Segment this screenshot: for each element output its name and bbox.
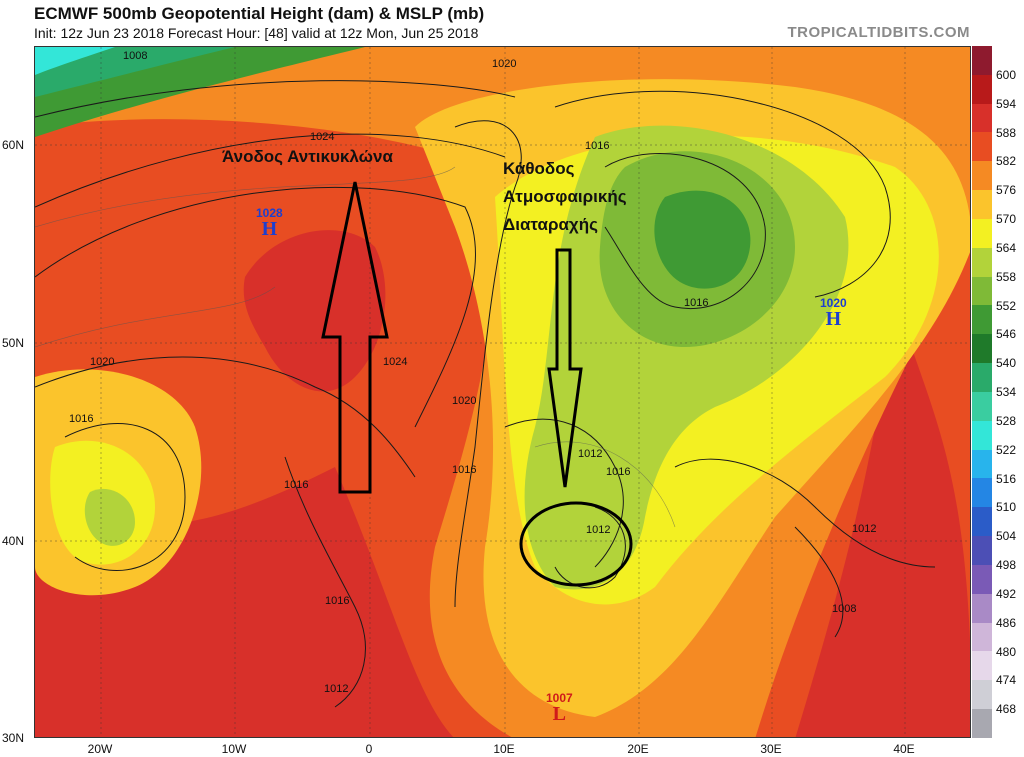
- isobar-label: 1016: [452, 464, 477, 476]
- ridge-annotation: Άνοδος Αντικυκλώνα: [222, 147, 393, 166]
- colorbar-label: 486: [996, 615, 1017, 630]
- colorbar-label: 576: [996, 183, 1017, 198]
- colorbar-swatch: [972, 391, 992, 421]
- isobar-label: 1012: [586, 524, 611, 536]
- colorbar-label: 474: [996, 673, 1017, 688]
- map-subtitle: Init: 12z Jun 23 2018 Forecast Hour: [48…: [34, 25, 479, 41]
- isobar-label: 1024: [383, 356, 408, 368]
- isobar-label: 1016: [325, 595, 350, 607]
- colorbar-swatch: [972, 132, 992, 162]
- colorbar: [972, 46, 992, 738]
- weather-map: [34, 46, 971, 738]
- colorbar-label: 582: [996, 154, 1017, 169]
- colorbar-label: 522: [996, 442, 1017, 457]
- high-pressure-letter: H: [825, 308, 842, 330]
- trough-annotation-line3: Διαταραχής: [503, 215, 598, 234]
- lat-label-50n: 50N: [2, 336, 25, 350]
- colorbar-swatch: [972, 507, 992, 537]
- high-pressure-center: 1028 H: [256, 207, 283, 239]
- colorbar-swatch: [972, 218, 992, 248]
- colorbar-label: 528: [996, 413, 1017, 428]
- colorbar-swatch: [972, 247, 992, 277]
- lat-label-30n: 30N: [2, 731, 25, 745]
- colorbar-swatch: [972, 190, 992, 219]
- isobar-label: 1008: [123, 50, 148, 62]
- lon-label-10e: 10E: [493, 742, 515, 756]
- colorbar-swatch: [972, 420, 992, 450]
- colorbar-swatch: [972, 680, 992, 710]
- colorbar-label: 540: [996, 356, 1017, 371]
- high-pressure-center: 1020 H: [820, 297, 847, 329]
- brand-watermark: TROPICALTIDBITS.COM: [787, 24, 970, 41]
- colorbar-label: 558: [996, 269, 1017, 284]
- lat-label-40n: 40N: [2, 534, 25, 548]
- isobar-label: 1016: [606, 466, 631, 478]
- high-pressure-value: 1028: [256, 206, 283, 220]
- lon-label-40e: 40E: [893, 742, 915, 756]
- colorbar-swatch: [972, 334, 992, 364]
- isobar-label: 1020: [90, 356, 115, 368]
- lon-label-0: 0: [365, 742, 373, 756]
- colorbar-label: 600: [996, 67, 1017, 82]
- colorbar-swatch: [972, 622, 992, 652]
- low-pressure-letter: L: [552, 703, 567, 725]
- colorbar-label: 510: [996, 500, 1017, 515]
- colorbar-label: 498: [996, 558, 1017, 572]
- colorbar-swatch: [972, 103, 992, 133]
- isobar-label: 1008: [832, 603, 857, 615]
- colorbar-swatch: [972, 363, 992, 392]
- colorbar-label: 492: [996, 586, 1017, 601]
- colorbar-label: 564: [996, 240, 1017, 255]
- isobar-label: 1016: [684, 297, 709, 309]
- colorbar-label: 480: [996, 644, 1017, 659]
- colorbar-label: 546: [996, 327, 1017, 342]
- colorbar-swatch: [972, 593, 992, 623]
- isobar-label: 1016: [69, 413, 94, 425]
- colorbar-swatch: [972, 536, 992, 565]
- isobar-label: 1012: [324, 683, 349, 695]
- map-canvas: [35, 47, 970, 737]
- colorbar-swatch: [972, 46, 992, 75]
- colorbar-swatch: [972, 276, 992, 306]
- low-pressure-center: 1007 L: [546, 692, 573, 724]
- isobar-label: 1012: [852, 523, 877, 535]
- isobar-label: 1016: [585, 140, 610, 152]
- trough-annotation-line2: Ατμοσφαιρικής: [503, 187, 627, 206]
- high-pressure-letter: H: [261, 218, 278, 240]
- colorbar-label: 516: [996, 471, 1017, 486]
- lon-label-20w: 20W: [87, 742, 113, 756]
- colorbar-label: 588: [996, 125, 1017, 140]
- map-title: ECMWF 500mb Geopotential Height (dam) & …: [34, 4, 485, 23]
- colorbar-swatch: [972, 478, 992, 508]
- colorbar-swatch: [972, 709, 992, 738]
- colorbar-swatch: [972, 449, 992, 479]
- isobar-label: 1016: [284, 479, 309, 491]
- isobar-label: 1020: [452, 395, 477, 407]
- colorbar-swatch: [972, 305, 992, 335]
- isobar-label: 1012: [578, 448, 603, 460]
- colorbar-label: 552: [996, 298, 1017, 313]
- colorbar-label: 594: [996, 96, 1017, 111]
- lon-label-20e: 20E: [627, 742, 649, 756]
- colorbar-swatch: [972, 74, 992, 104]
- colorbar-label: 534: [996, 385, 1017, 399]
- high-pressure-value: 1020: [820, 296, 847, 310]
- trough-annotation-line1: Κάθοδος: [503, 159, 575, 178]
- lat-label-60n: 60N: [2, 138, 25, 152]
- colorbar-label: 504: [996, 529, 1017, 544]
- colorbar-swatch: [972, 161, 992, 191]
- isobar-label: 1020: [492, 58, 517, 70]
- lon-label-30e: 30E: [760, 742, 782, 756]
- colorbar-label: 570: [996, 212, 1017, 226]
- lon-label-10w: 10W: [221, 742, 247, 756]
- colorbar-swatch: [972, 564, 992, 594]
- colorbar-swatch: [972, 651, 992, 681]
- low-pressure-value: 1007: [546, 691, 573, 705]
- colorbar-label: 468: [996, 702, 1017, 717]
- isobar-label: 1024: [310, 131, 335, 143]
